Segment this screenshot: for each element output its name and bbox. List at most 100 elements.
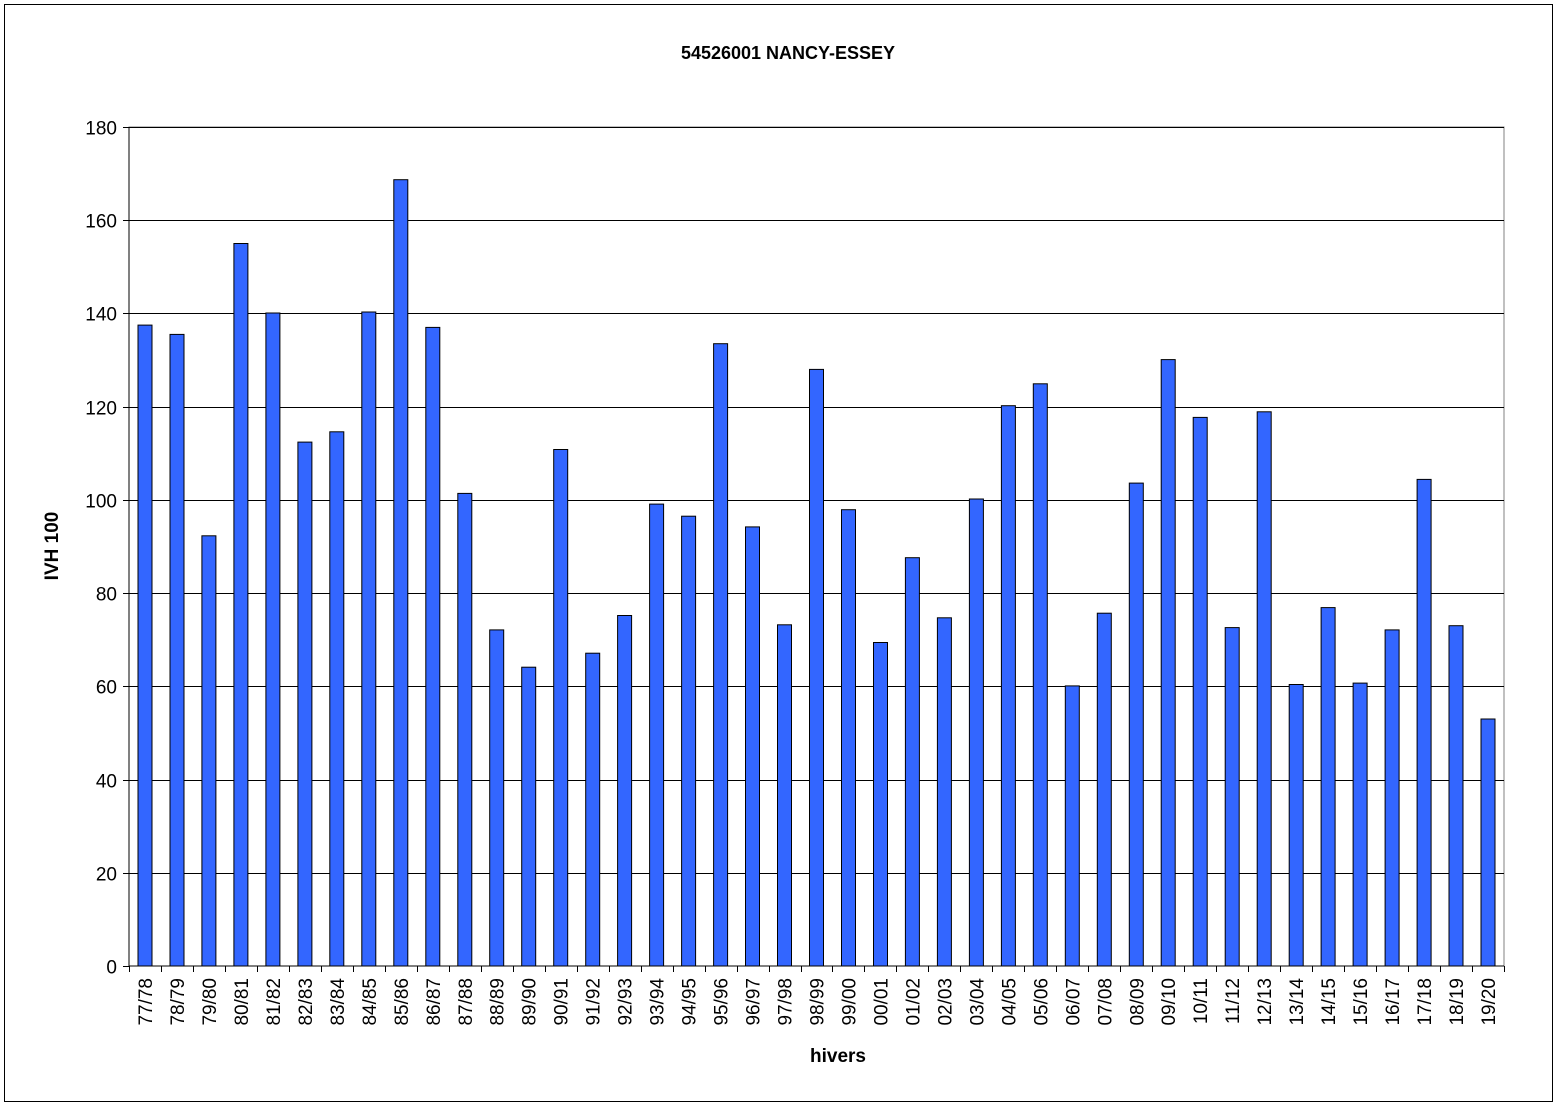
- x-tick-label: 04/05: [999, 978, 1020, 1026]
- chart-title: 54526001 NANCY-ESSEY: [681, 43, 895, 63]
- x-tick-label: 08/09: [1127, 978, 1148, 1026]
- bar-88-89: [489, 629, 505, 967]
- x-tick-label: 13/14: [1287, 978, 1308, 1026]
- bar-04-05: [1000, 405, 1016, 967]
- bar-98-99: [809, 368, 824, 967]
- bar-94-95: [681, 515, 697, 967]
- bar-82-83: [297, 441, 313, 967]
- y-tick-label: 120: [85, 399, 117, 420]
- bar-85-86: [393, 179, 409, 967]
- y-tick-label: 20: [96, 865, 117, 886]
- x-tick-label: 85/86: [392, 978, 413, 1026]
- y-tick-label: 180: [85, 119, 117, 140]
- bar-87-88: [457, 492, 473, 967]
- x-tick-label: 87/88: [456, 978, 477, 1026]
- x-tick-label: 00/01: [872, 978, 893, 1026]
- bar-12-13: [1256, 411, 1272, 967]
- x-tick-label: 94/95: [680, 978, 701, 1026]
- x-tick-label: 03/04: [967, 978, 988, 1026]
- bar-16-17: [1384, 629, 1400, 967]
- x-tick-label: 09/10: [1159, 978, 1180, 1026]
- y-ticks: 0 20 40 60 80 100 120 140 160 180: [85, 119, 129, 979]
- bar-03-04: [968, 498, 984, 967]
- bar-02-03: [936, 617, 952, 967]
- x-tick-label: 10/11: [1191, 978, 1212, 1024]
- x-tick-label: 93/94: [648, 978, 669, 1026]
- y-tick-label: 100: [85, 492, 117, 513]
- x-tick-label: 90/91: [552, 978, 573, 1026]
- y-axis-title: IVH 100: [42, 512, 63, 581]
- y-tick-label: 0: [106, 958, 117, 979]
- x-tick-label: 83/84: [328, 978, 349, 1026]
- x-tick-label: 91/92: [584, 978, 605, 1026]
- bar-99-00: [841, 509, 856, 967]
- bar-84-85: [361, 311, 377, 967]
- x-tick-label: 92/93: [616, 978, 637, 1026]
- x-tick-label: 95/96: [712, 978, 733, 1026]
- x-tick-label: 05/06: [1031, 978, 1052, 1026]
- x-axis-title: hivers: [810, 1046, 866, 1067]
- x-tick-label: 12/13: [1255, 978, 1276, 1026]
- bar-13-14: [1288, 684, 1304, 967]
- x-tick-label: 82/83: [296, 978, 317, 1026]
- bar-18-19: [1448, 625, 1464, 967]
- x-tick-label: 84/85: [360, 978, 381, 1026]
- bar-79-80: [201, 535, 217, 967]
- bar-96-97: [745, 526, 760, 967]
- bar-01-02: [904, 557, 920, 967]
- y-tick-label: 60: [96, 678, 117, 699]
- bar-11-12: [1224, 627, 1240, 967]
- bar-78-79: [169, 333, 185, 967]
- bar-14-15: [1320, 607, 1336, 967]
- bar-90-91: [553, 449, 569, 967]
- bar-15-16: [1352, 682, 1368, 967]
- y-tick-label: 140: [85, 305, 117, 326]
- y-tick-label: 80: [96, 585, 117, 606]
- bar-81-82: [265, 312, 281, 967]
- x-tick-label: 06/07: [1063, 978, 1084, 1026]
- bar-97-98: [777, 624, 792, 967]
- bar-07-08: [1096, 612, 1112, 967]
- x-tick-label: 96/97: [744, 978, 765, 1026]
- bar-77-78: [137, 324, 153, 967]
- x-tick-label: 14/15: [1319, 978, 1340, 1026]
- x-tick-label: 17/18: [1415, 978, 1436, 1026]
- bar-80-81: [233, 243, 249, 967]
- x-tick-label: 15/16: [1351, 978, 1372, 1026]
- bar-86-87: [425, 326, 441, 967]
- x-tick-label: 97/98: [776, 978, 797, 1026]
- bar-00-01: [873, 642, 888, 967]
- x-tick-label: 99/00: [840, 978, 861, 1026]
- bar-91-92: [585, 652, 601, 967]
- x-tick-label: 19/20: [1479, 978, 1500, 1026]
- bar-05-06: [1032, 383, 1048, 967]
- x-tick-label: 81/82: [264, 978, 285, 1026]
- x-tick-label: 79/80: [200, 978, 221, 1026]
- bar-09-10: [1160, 359, 1176, 967]
- x-tick-label: 86/87: [424, 978, 445, 1026]
- x-tick-label: 98/99: [808, 978, 829, 1026]
- bar-92-93: [617, 615, 633, 967]
- x-tick-label: 07/08: [1095, 978, 1116, 1026]
- x-tick-label: 89/90: [520, 978, 541, 1026]
- bar-93-94: [649, 503, 665, 967]
- x-tick-label: 80/81: [232, 978, 253, 1026]
- bar-17-18: [1416, 478, 1432, 967]
- x-tick-label: 01/02: [903, 978, 924, 1026]
- x-ticks: 77/78 78/79 79/80 80/81 81/82 82/83 83/84 84/85…: [129, 966, 1505, 1026]
- bar-95-96: [713, 343, 729, 967]
- x-tick-label: 11/12: [1223, 978, 1244, 1024]
- y-tick-label: 160: [85, 212, 117, 233]
- bar-06-07: [1064, 685, 1080, 967]
- x-tick-label: 16/17: [1383, 978, 1404, 1026]
- bar-08-09: [1128, 482, 1144, 967]
- bar-19-20: [1480, 718, 1496, 967]
- x-tick-label: 77/78: [136, 978, 157, 1026]
- bars: [137, 179, 1496, 967]
- bar-89-90: [521, 666, 537, 967]
- x-tick-label: 88/89: [488, 978, 509, 1026]
- bar-10-11: [1192, 416, 1208, 967]
- x-tick-label: 18/19: [1447, 978, 1468, 1026]
- bar-83-84: [329, 431, 345, 967]
